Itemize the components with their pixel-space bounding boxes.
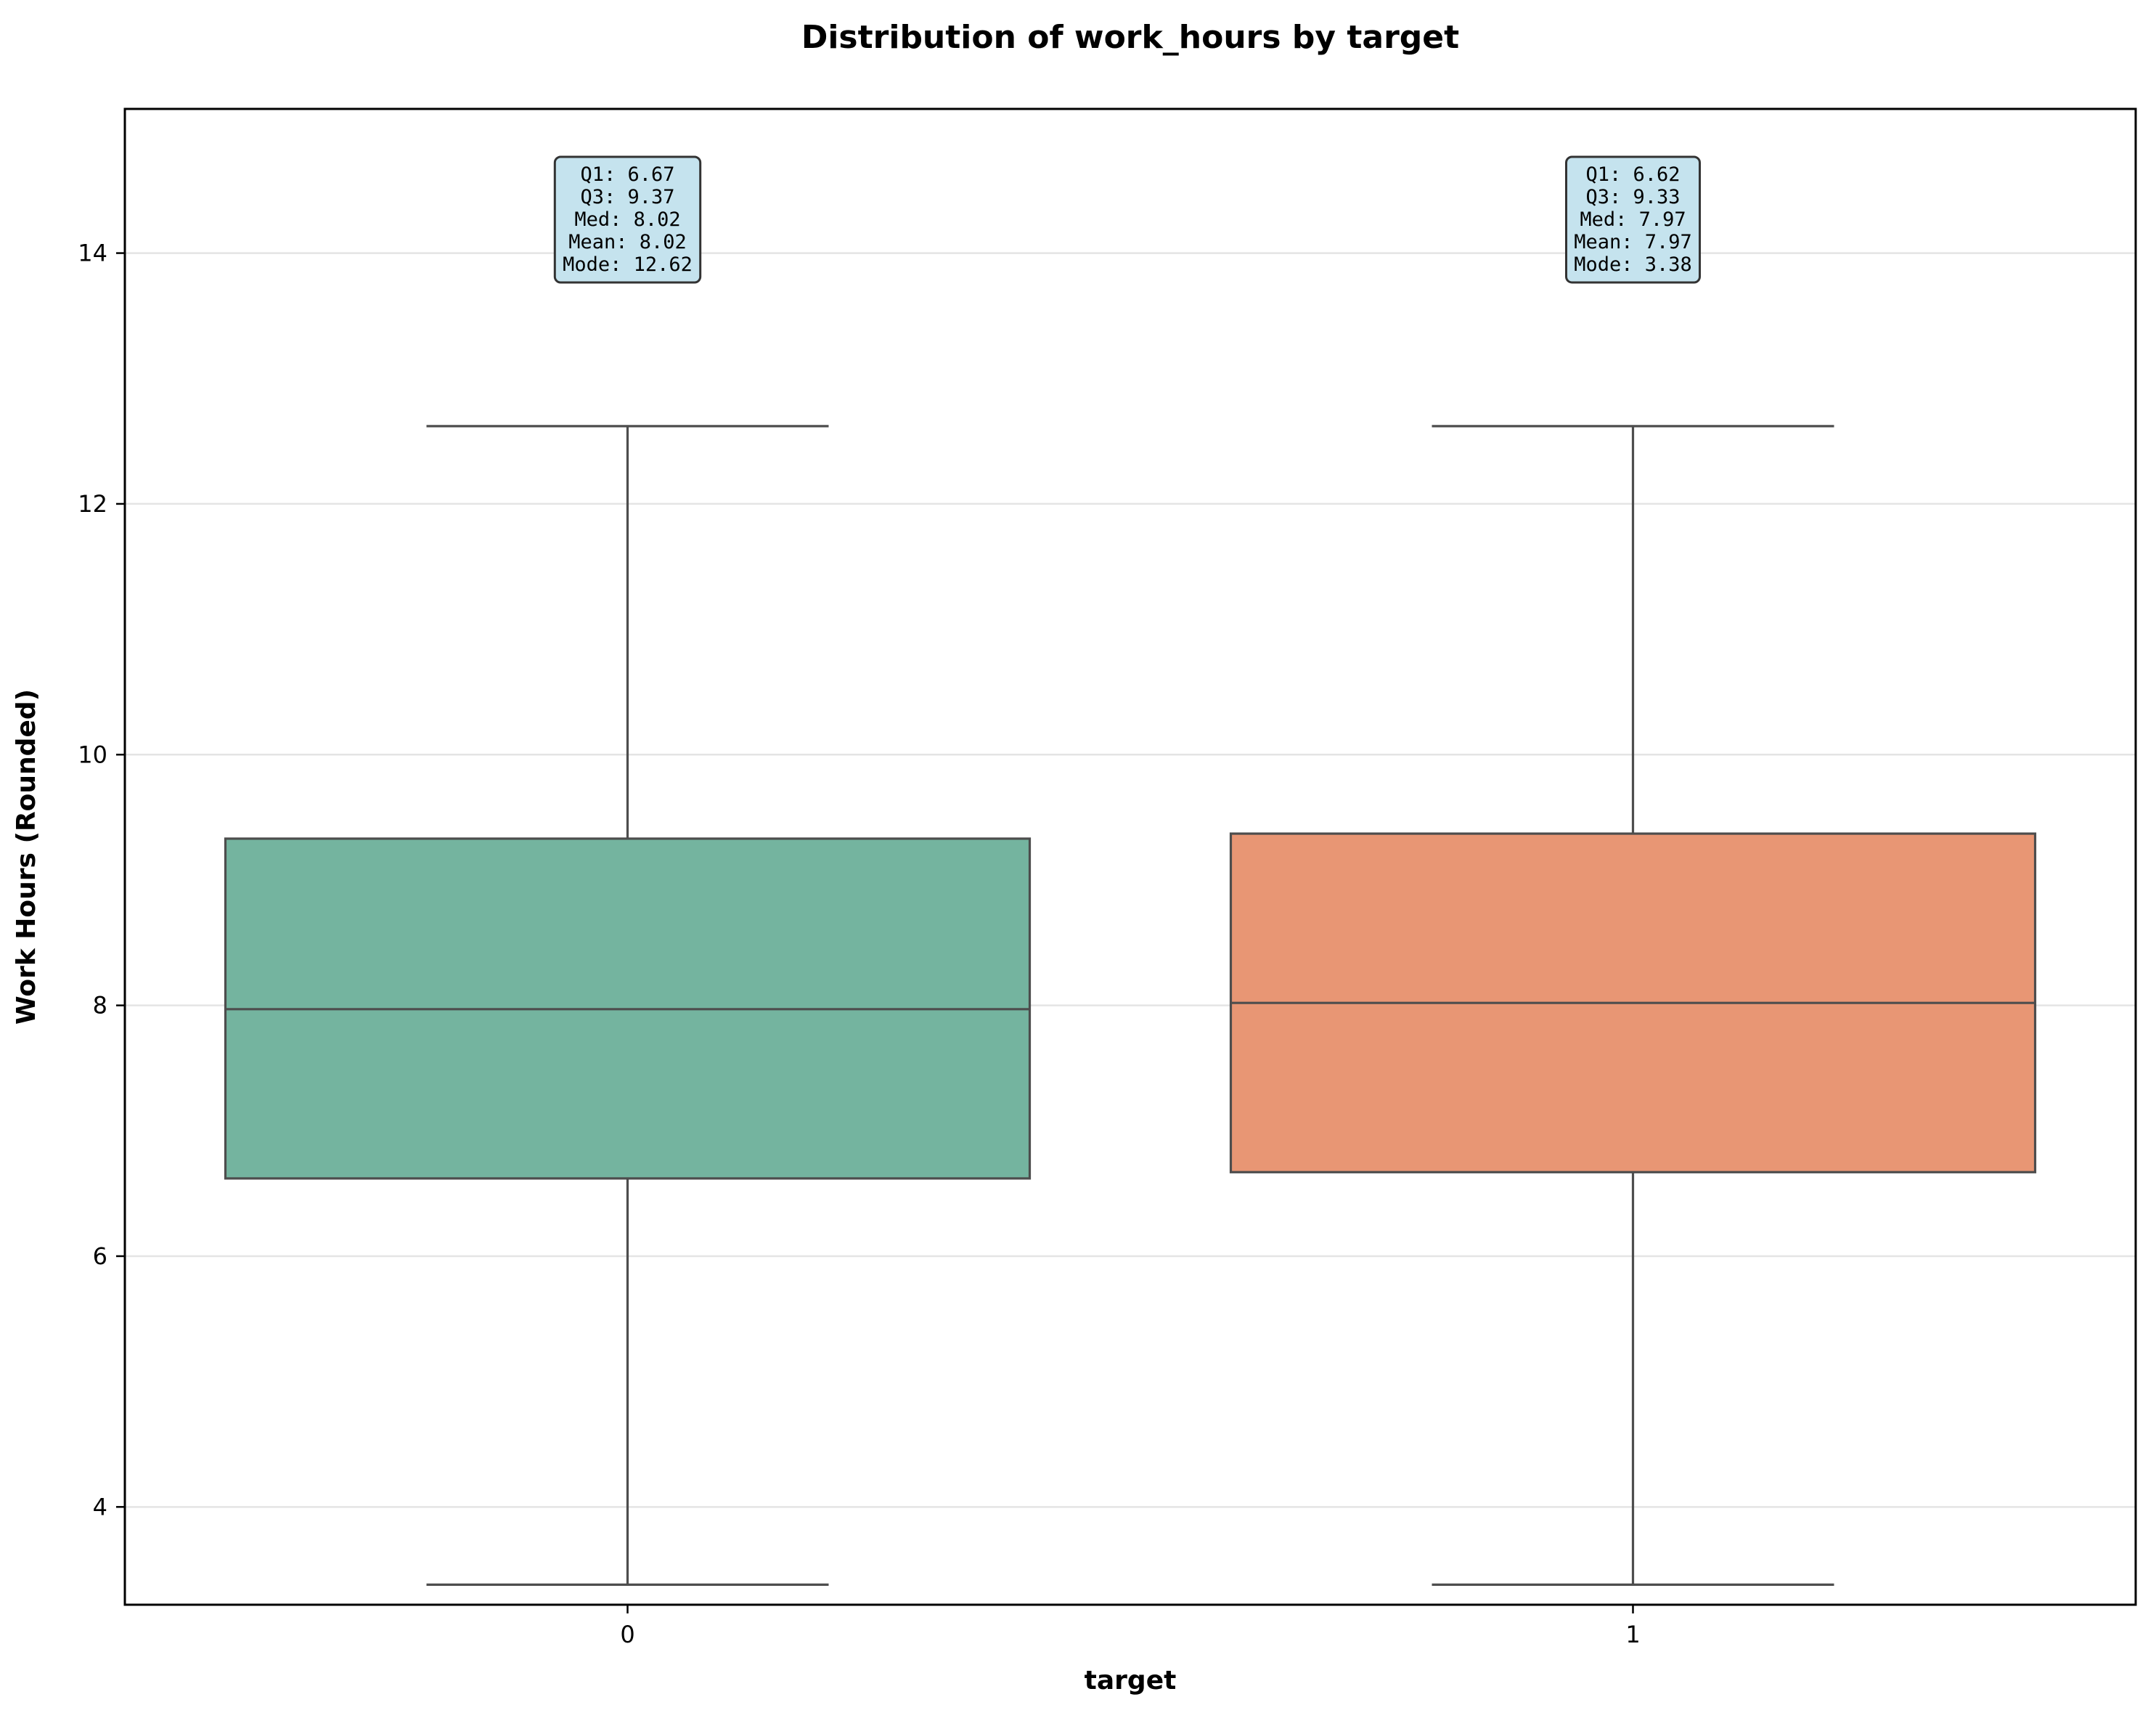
y-tick-label: 12 <box>78 490 107 518</box>
stats-box-background <box>553 155 702 284</box>
chart-title: Distribution of work_hours by target <box>801 19 1459 56</box>
y-tick-label: 8 <box>93 992 107 1019</box>
x-axis-title: target <box>1085 1666 1177 1695</box>
stats-line: Q3: 9.33 <box>1585 186 1680 208</box>
stats-line: Med: 7.97 <box>1580 208 1686 231</box>
plot-frame <box>123 107 2137 1606</box>
y-tick-label: 6 <box>93 1242 107 1270</box>
y-tick-label: 10 <box>78 741 107 768</box>
stats-line: Mode: 12.62 <box>563 253 693 276</box>
stats-box-background <box>1565 155 1701 284</box>
stats-line: Q1: 6.62 <box>1585 163 1680 186</box>
stats-line: Mode: 3.38 <box>1574 253 1692 276</box>
y-tick-label: 4 <box>93 1493 107 1520</box>
box-group-0 <box>224 425 1032 1586</box>
x-tick-label: 0 <box>620 1621 634 1648</box>
stats-line: Med: 8.02 <box>574 208 680 231</box>
y-tick-label: 14 <box>78 240 107 267</box>
stats-line: Q3: 9.37 <box>580 186 674 208</box>
x-tick-label: 1 <box>1625 1621 1640 1648</box>
box-group-1 <box>1229 425 2037 1586</box>
boxes <box>224 425 2037 1586</box>
y-axis-title: Work Hours (Rounded) <box>12 689 41 1025</box>
stats-line: Mean: 8.02 <box>568 231 687 253</box>
stats-line: Q1: 6.67 <box>580 163 674 186</box>
stats-line: Mean: 7.97 <box>1574 231 1692 253</box>
axes: 4 6 8 10 12 14 0 1 <box>78 240 1640 1648</box>
